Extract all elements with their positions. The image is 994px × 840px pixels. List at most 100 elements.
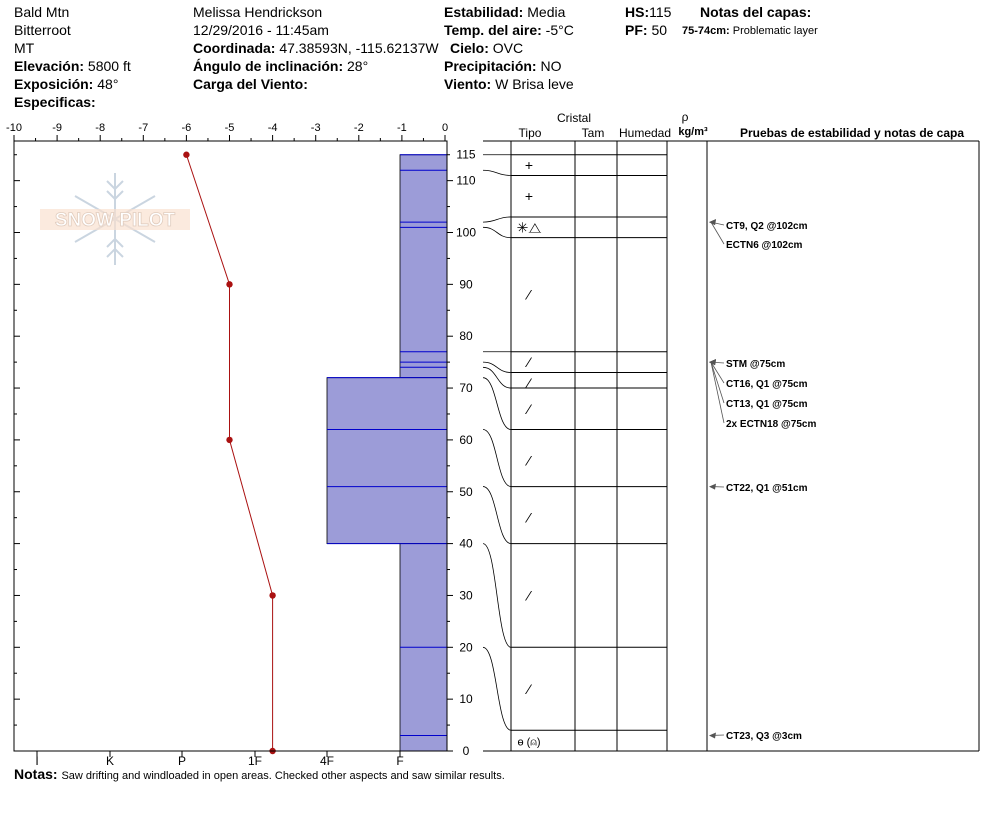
crystal-symbol: ɵ (⍝) — [517, 737, 540, 749]
crystal-symbol: + — [525, 157, 533, 173]
crystal-header: Cristal — [557, 111, 591, 125]
boundary-connector — [482, 366, 512, 389]
crystal-symbol: ⁄ — [525, 401, 533, 417]
stability-test-label: ECTN6 @102cm — [726, 240, 803, 251]
svg-text:SNOW PILOT: SNOW PILOT — [55, 210, 176, 231]
depth-tick-label: 100 — [456, 226, 476, 240]
datetime: 12/29/2016 - 11:45am — [193, 22, 329, 38]
crystal-symbol: ⁄ — [525, 453, 533, 469]
temperature-line — [185, 154, 274, 751]
temp-tick-label: 0 — [442, 122, 448, 134]
range: Bitterroot — [14, 22, 71, 38]
notes: Notas: Saw drifting and windloaded in op… — [14, 766, 505, 782]
type-header: Tipo — [519, 126, 542, 140]
wind-load: Carga del Viento: — [193, 76, 308, 92]
crystal-symbol: ⁄ — [525, 681, 533, 697]
temperature-profile — [183, 151, 276, 755]
axes: -10 -9 -8 -7 -6 -5 -4 -3 -2 -1 0I K P 1F 4F F1151101009… — [6, 122, 476, 768]
temp-tick-label: -9 — [52, 122, 62, 134]
hardness-tick-label: 4F — [320, 754, 334, 768]
stability-test-label: 2x ECTN18 @75cm — [726, 419, 816, 430]
hardness-tick-label: F — [396, 754, 403, 768]
sky: Cielo: OVC — [450, 40, 524, 56]
test-arrow-head — [709, 732, 716, 739]
temperature-point — [183, 151, 190, 158]
boundary-connector — [482, 216, 512, 223]
size-header: Tam — [582, 126, 605, 140]
chart-frame — [13, 140, 448, 752]
density-header: kg/m³ — [678, 126, 708, 138]
depth-tick-label: 115 — [456, 148, 475, 162]
hardness-bar — [326, 377, 448, 544]
stability-test-label: STM @75cm — [726, 359, 785, 370]
temperature-point — [226, 281, 233, 288]
state: MT — [14, 40, 35, 56]
snowpilot-logo: SNOW PILOT — [40, 173, 190, 265]
temperature-point — [226, 436, 233, 444]
stability-test-label: CT23, Q3 @3cm — [726, 731, 802, 742]
depth-tick-label: 90 — [459, 277, 473, 291]
depth-tick-label: 60 — [459, 433, 473, 447]
crystal-symbol: ⁄ — [525, 287, 533, 303]
temp-tick-label: -4 — [268, 122, 278, 134]
temp-tick-label: -10 — [6, 122, 22, 134]
depth-tick-label: 50 — [459, 485, 473, 499]
temp-tick-label: -1 — [397, 122, 407, 134]
temp-tick-label: -5 — [225, 122, 235, 134]
location: Bald Mtn — [14, 4, 70, 20]
crystal-table: + + ✳⧍ ⁄ ⁄ ⁄ ⁄ ⁄ ⁄ ⁄ ⁄ ɵ (⍝) CT9, Q2 @102cm ECTN6 @10… — [482, 140, 980, 752]
test-arrow-head — [709, 219, 716, 226]
temperature-point — [269, 592, 276, 599]
hardness-tick-label: I — [35, 754, 38, 768]
stability: Estabilidad: Media — [444, 4, 566, 20]
crystal-symbol: ⁄ — [525, 510, 533, 526]
depth-tick-label: 70 — [459, 381, 473, 395]
test-arrow-line — [710, 361, 725, 384]
depth-tick-label: 20 — [459, 640, 473, 654]
depth-tick-label: 0 — [463, 744, 470, 758]
layer-notes-label: Notas del capas: — [700, 4, 812, 20]
hs: HS:115 — [625, 4, 672, 20]
boundary-connector — [482, 361, 512, 373]
observer: Melissa Hendrickson — [193, 4, 323, 20]
crystal-symbol: ⁄ — [525, 354, 533, 370]
hardness-bar — [399, 154, 448, 379]
slope-angle: Ángulo de inclinación: 28° — [193, 58, 369, 74]
crystal-symbol: ⁄ — [525, 587, 533, 603]
layer-note: 75-74cm: Problematic layer — [682, 25, 818, 37]
stability-test-label: CT9, Q2 @102cm — [726, 221, 808, 232]
crystal-symbol: + — [525, 188, 533, 204]
crystal-symbol: ⁄ — [525, 375, 533, 391]
hardness-tick-label: P — [178, 754, 186, 768]
precipitation: Precipitación: NO — [444, 58, 562, 74]
boundary-connector — [482, 377, 512, 430]
wind: Viento: W Brisa leve — [444, 76, 574, 92]
air-temp: Temp. del aire: -5°C — [444, 22, 574, 38]
temp-tick-label: -7 — [138, 122, 148, 134]
stability-test-label: CT13, Q1 @75cm — [726, 399, 808, 410]
boundary-connector — [482, 169, 512, 176]
boundary-connector — [482, 226, 512, 239]
test-arrow-line — [710, 362, 725, 404]
rho-header: ρ — [682, 110, 689, 124]
tests-header: Pruebas de estabilidad y notas de capa — [740, 126, 964, 140]
depth-tick-label: 30 — [459, 588, 473, 602]
aspect: Exposición: 48° — [14, 76, 119, 92]
coordinates: Coordinada: 47.38593N, -115.62137W — [193, 40, 439, 56]
boundary-connector — [482, 543, 512, 648]
crystal-symbol: ✳⧍ — [517, 219, 542, 235]
pf: PF: 50 — [625, 22, 668, 38]
depth-tick-label: 110 — [456, 174, 475, 188]
moisture-header: Humedad — [619, 126, 671, 140]
test-arrow-head — [709, 483, 716, 490]
boundary-connector — [482, 486, 512, 544]
specifics: Especificas: — [14, 94, 96, 110]
stability-test-label: CT16, Q1 @75cm — [726, 379, 808, 390]
temp-tick-label: -3 — [311, 122, 321, 134]
test-arrow-line — [710, 362, 725, 424]
depth-tick-label: 40 — [459, 537, 473, 551]
temp-tick-label: -6 — [182, 122, 192, 134]
temp-tick-label: -2 — [354, 122, 364, 134]
test-arrow-line — [710, 221, 725, 245]
